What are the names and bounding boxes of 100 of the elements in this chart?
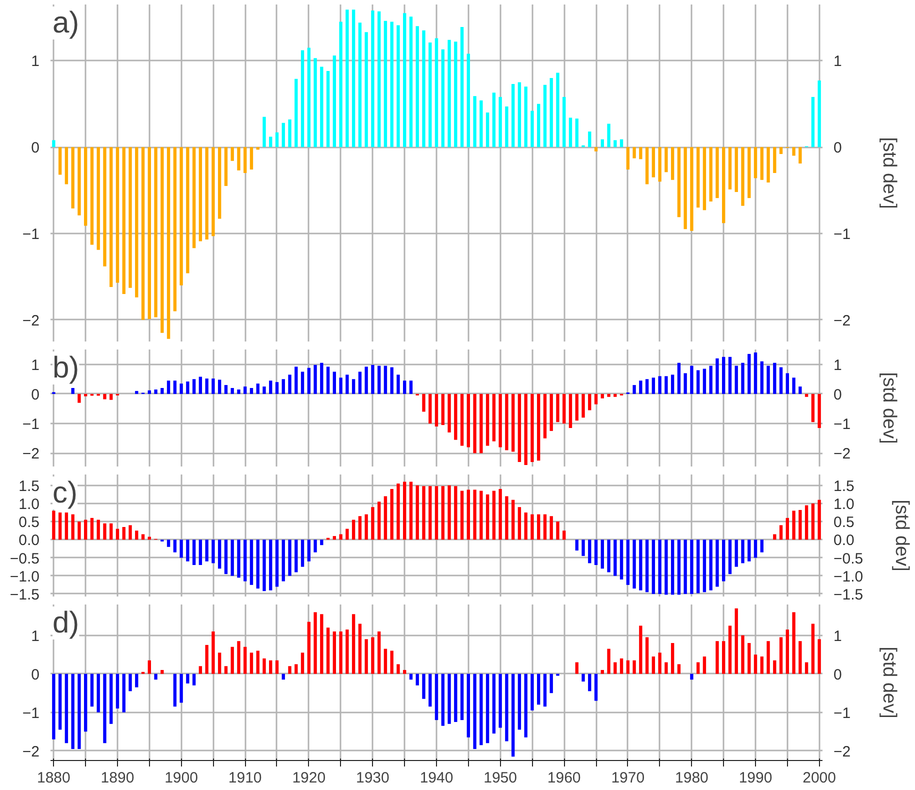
bar <box>632 540 636 589</box>
bar <box>364 366 368 394</box>
bar <box>422 30 426 148</box>
bar <box>722 356 726 394</box>
bar <box>314 540 317 552</box>
bar <box>734 608 738 674</box>
y-tick-label: −1.0 <box>10 568 40 586</box>
bar <box>786 630 790 674</box>
bar <box>716 540 719 587</box>
bar <box>339 631 342 674</box>
bar <box>734 366 738 394</box>
bar <box>670 540 674 595</box>
bar <box>626 660 630 674</box>
bar <box>128 525 132 540</box>
y2-axis-title: [std dev] <box>878 372 900 444</box>
bar <box>709 147 712 202</box>
bar <box>332 536 336 540</box>
bar <box>792 147 796 156</box>
bar <box>505 674 508 742</box>
bar <box>71 514 74 540</box>
bar <box>448 674 451 724</box>
bar <box>384 366 388 394</box>
bar <box>326 366 330 394</box>
bar <box>224 666 228 674</box>
bar <box>135 674 138 688</box>
bar <box>645 147 649 184</box>
y-tick-label: −1 <box>22 416 40 434</box>
bar <box>428 42 432 148</box>
bar <box>492 92 496 148</box>
bar <box>320 540 324 546</box>
bar <box>358 372 362 394</box>
bar <box>237 540 240 578</box>
bar <box>314 612 317 674</box>
bar <box>575 540 578 551</box>
bar <box>498 96 502 148</box>
bar <box>588 132 592 148</box>
bar <box>486 112 490 148</box>
y2-tick-label: −1 <box>834 416 851 434</box>
bar <box>511 394 515 452</box>
bar <box>434 38 438 148</box>
bar <box>722 540 726 582</box>
bar <box>575 118 578 148</box>
bar <box>78 674 81 749</box>
bar <box>779 147 783 154</box>
bar <box>314 58 317 148</box>
bar <box>620 139 624 148</box>
bar <box>198 376 202 394</box>
bar <box>116 147 120 283</box>
bar <box>588 674 592 692</box>
bar <box>307 540 310 562</box>
bar <box>518 674 522 730</box>
bar <box>358 516 362 540</box>
bar <box>460 26 464 148</box>
bar <box>804 662 808 674</box>
y2-tick-label: 0 <box>834 140 842 157</box>
bar <box>422 486 426 540</box>
bar <box>250 388 254 394</box>
bar <box>734 147 738 192</box>
bar <box>811 96 815 148</box>
bar <box>78 394 81 403</box>
bar <box>473 394 476 454</box>
y2-tick-label: −2 <box>834 446 851 463</box>
bar <box>96 520 100 540</box>
bar <box>346 10 349 148</box>
bar <box>307 622 310 674</box>
bar <box>607 124 610 148</box>
bar <box>212 540 215 564</box>
bar <box>384 20 388 148</box>
bar <box>670 643 674 674</box>
y2-tick-label: −2 <box>834 312 851 330</box>
y-tick-label: 0 <box>31 140 40 157</box>
bar <box>71 147 74 208</box>
bar <box>173 540 177 552</box>
bar <box>84 147 88 226</box>
bar <box>58 674 62 730</box>
bar <box>760 540 764 552</box>
bar <box>428 674 432 707</box>
bar <box>358 22 362 148</box>
bar <box>696 370 700 394</box>
bar <box>562 96 566 148</box>
bar <box>709 540 712 590</box>
bar <box>396 25 400 148</box>
bar <box>180 674 183 703</box>
bar <box>166 380 170 394</box>
bar <box>403 670 406 674</box>
y2-tick-label: 1.5 <box>834 478 854 495</box>
bar <box>180 540 183 558</box>
bar <box>818 500 821 540</box>
bar <box>256 650 260 674</box>
bar <box>786 373 790 394</box>
bar <box>550 394 553 431</box>
bar <box>607 540 610 572</box>
bar <box>166 540 170 547</box>
bar <box>620 540 624 580</box>
bar <box>110 147 113 288</box>
x-tick-label: 1900 <box>164 770 198 786</box>
bar <box>339 534 342 540</box>
bar <box>702 368 706 394</box>
bar <box>409 482 413 540</box>
bar <box>64 512 68 540</box>
